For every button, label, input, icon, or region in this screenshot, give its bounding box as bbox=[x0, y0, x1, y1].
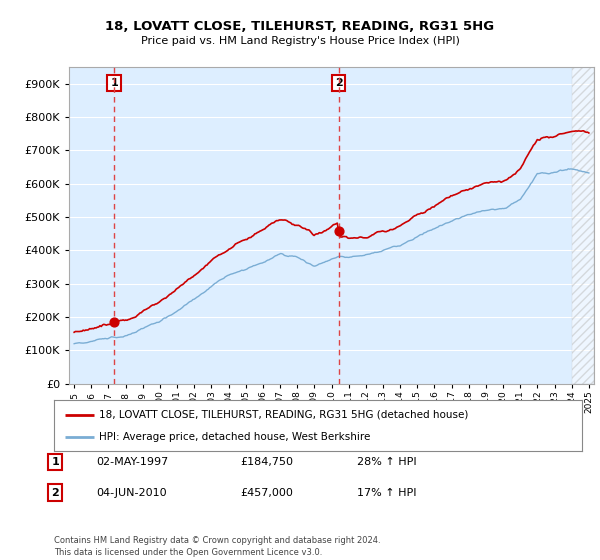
Text: 2: 2 bbox=[52, 488, 59, 498]
Text: 02-MAY-1997: 02-MAY-1997 bbox=[96, 457, 168, 467]
Text: 28% ↑ HPI: 28% ↑ HPI bbox=[357, 457, 416, 467]
Text: £184,750: £184,750 bbox=[240, 457, 293, 467]
Text: £457,000: £457,000 bbox=[240, 488, 293, 498]
Point bbox=[109, 318, 119, 326]
Text: 04-JUN-2010: 04-JUN-2010 bbox=[96, 488, 167, 498]
Point bbox=[334, 227, 343, 236]
Text: Contains HM Land Registry data © Crown copyright and database right 2024.
This d: Contains HM Land Registry data © Crown c… bbox=[54, 536, 380, 557]
Text: 2: 2 bbox=[335, 78, 343, 88]
Text: 18, LOVATT CLOSE, TILEHURST, READING, RG31 5HG: 18, LOVATT CLOSE, TILEHURST, READING, RG… bbox=[106, 20, 494, 32]
Text: Price paid vs. HM Land Registry's House Price Index (HPI): Price paid vs. HM Land Registry's House … bbox=[140, 36, 460, 46]
Text: 17% ↑ HPI: 17% ↑ HPI bbox=[357, 488, 416, 498]
Text: 1: 1 bbox=[52, 457, 59, 467]
Text: 1: 1 bbox=[110, 78, 118, 88]
Text: 18, LOVATT CLOSE, TILEHURST, READING, RG31 5HG (detached house): 18, LOVATT CLOSE, TILEHURST, READING, RG… bbox=[99, 409, 468, 419]
Text: HPI: Average price, detached house, West Berkshire: HPI: Average price, detached house, West… bbox=[99, 432, 370, 442]
